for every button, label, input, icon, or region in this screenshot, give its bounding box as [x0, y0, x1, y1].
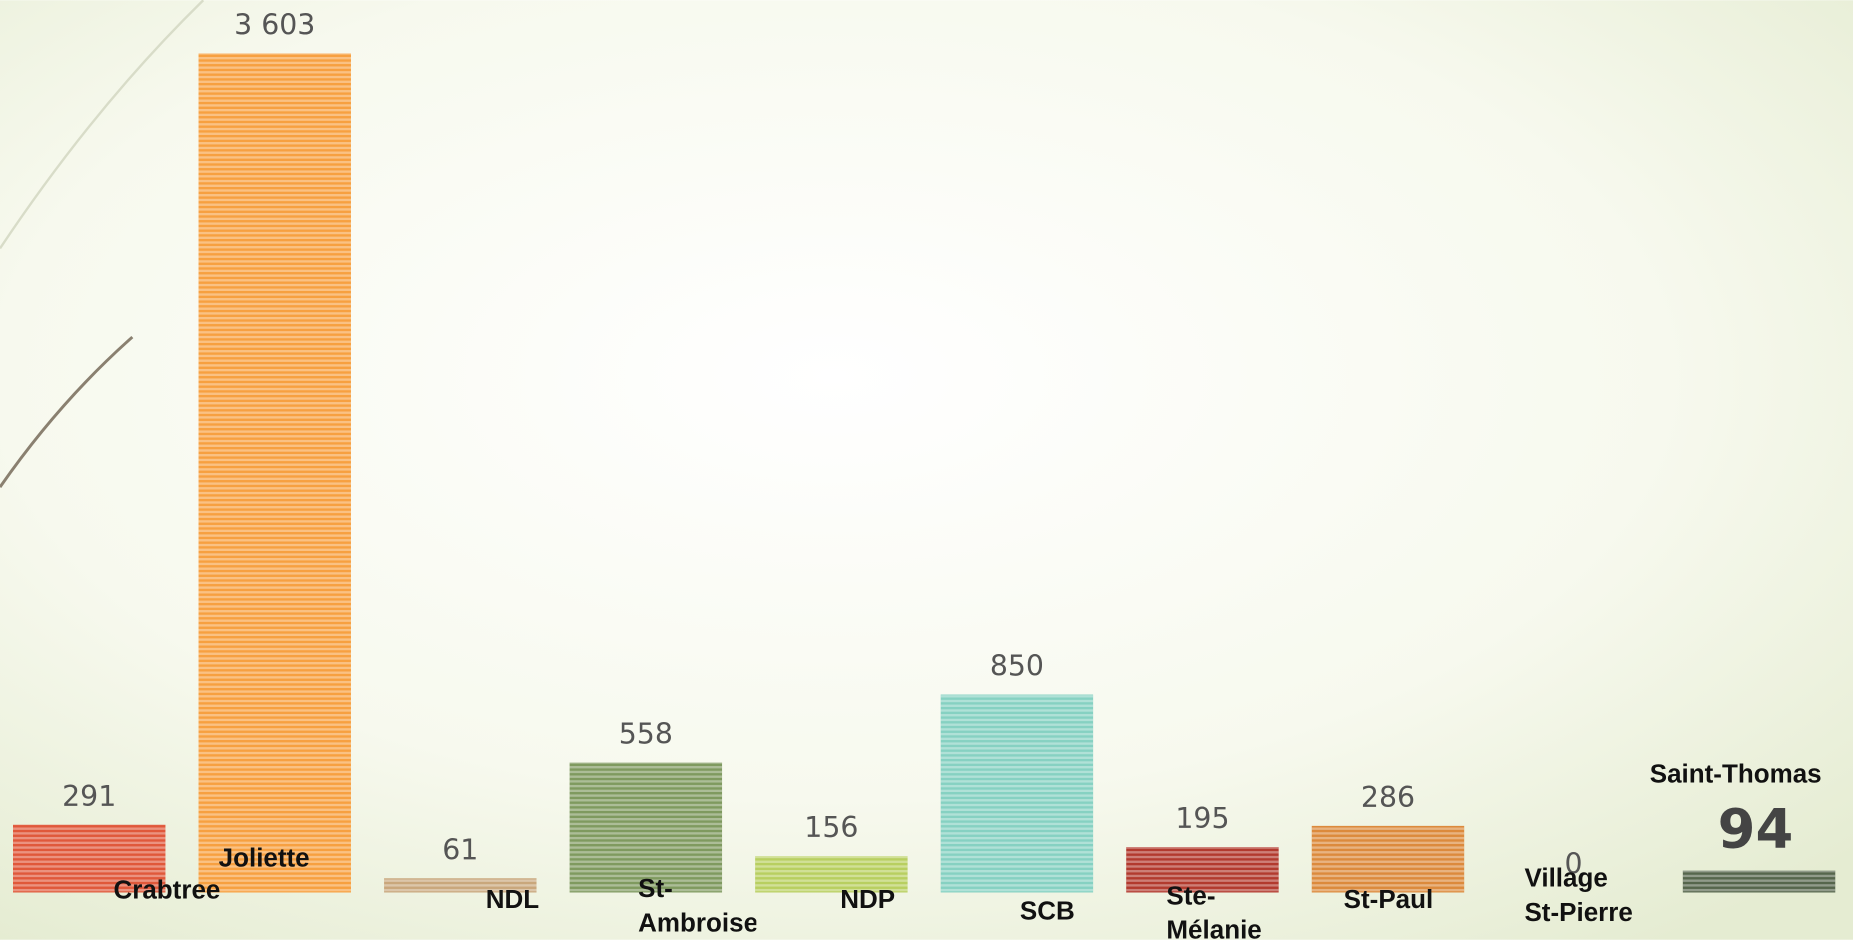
bar-stripes	[384, 878, 537, 893]
category-label: Village St-Pierre	[1524, 862, 1633, 927]
bar-stripes	[1682, 870, 1836, 893]
category-label-box: Ste-Mélanie	[1166, 880, 1262, 940]
bar-stripes	[12, 824, 166, 893]
bar-stripes	[755, 856, 908, 893]
category-label-box: St-Paul	[1343, 884, 1434, 914]
value-label: 3 603	[234, 9, 315, 42]
value-label: 195	[1175, 802, 1229, 835]
value-label: 94	[1718, 798, 1794, 861]
decor-curve	[0, 0, 205, 250]
value-label: 291	[62, 780, 116, 813]
category-label: St-Paul	[1343, 884, 1434, 914]
value-label: 558	[619, 718, 673, 751]
decor-curve	[0, 335, 134, 488]
bar-stripes	[1126, 847, 1279, 893]
bar-stripes	[1311, 825, 1465, 893]
category-label-box: Village St-Pierre	[1524, 862, 1633, 927]
category-label: NDL	[485, 884, 540, 914]
category-label-box: Crabtree	[113, 874, 221, 905]
category-label: Saint-Thomas	[1649, 758, 1822, 789]
category-label-box: Saint-Thomas	[1649, 758, 1822, 789]
value-label: 286	[1361, 781, 1415, 814]
category-label: Crabtree	[113, 874, 221, 905]
bar-stripes	[198, 53, 351, 893]
bar-stripes	[569, 762, 723, 893]
category-label: St-Ambroise	[638, 873, 757, 938]
value-label: 850	[990, 650, 1044, 683]
value-label: 0	[1564, 848, 1582, 881]
category-label: Ste-Mélanie	[1166, 880, 1262, 940]
category-label-box: NDP	[840, 884, 896, 914]
category-label-box: St-Ambroise	[638, 873, 757, 938]
category-label: SCB	[1019, 896, 1075, 926]
value-label: 156	[804, 811, 858, 844]
bar-stripes	[940, 694, 1094, 893]
category-label: NDP	[840, 884, 896, 914]
category-label-box: SCB	[1019, 896, 1075, 926]
category-label-box: Joliette	[218, 842, 310, 873]
value-label: 61	[442, 833, 478, 866]
category-label: Joliette	[218, 842, 310, 873]
category-label-box: NDL	[485, 884, 540, 914]
